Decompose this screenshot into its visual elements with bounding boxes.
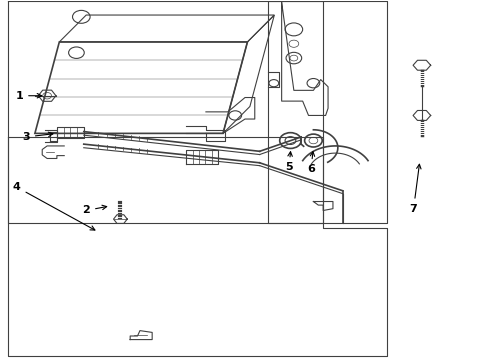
Text: 3: 3 (22, 132, 53, 142)
Text: 4: 4 (13, 182, 95, 230)
Text: 1: 1 (15, 91, 42, 101)
Text: 6: 6 (307, 152, 315, 174)
Text: 2: 2 (82, 205, 107, 216)
Text: 5: 5 (285, 152, 293, 172)
Text: 7: 7 (410, 164, 421, 214)
